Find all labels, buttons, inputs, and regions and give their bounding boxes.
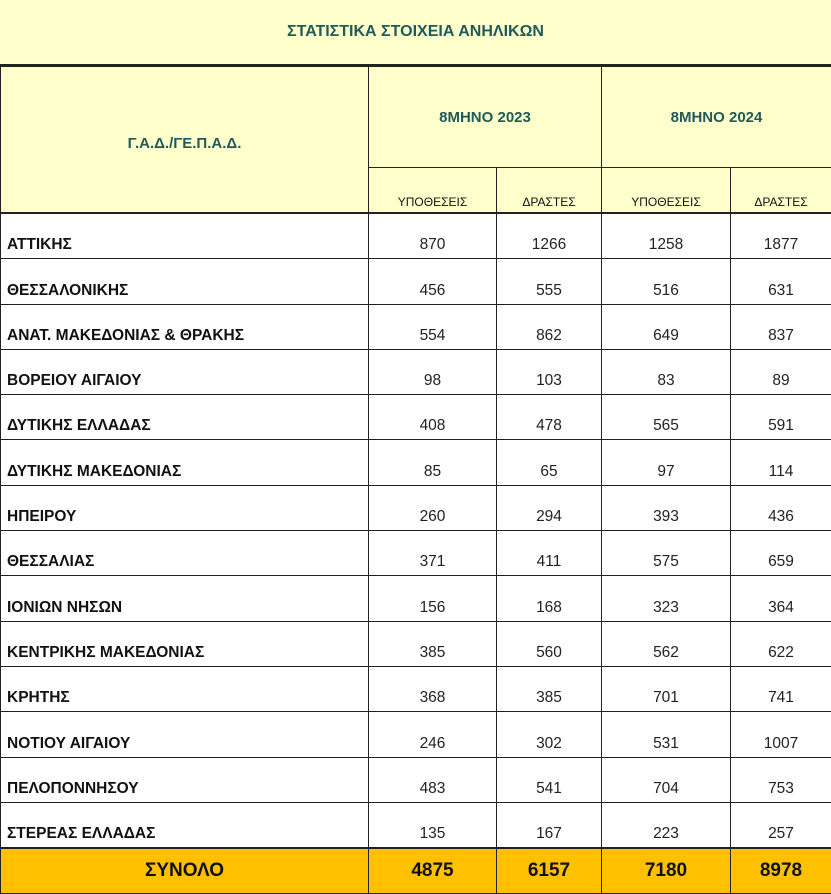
cases-2024-cell: 704 xyxy=(602,757,731,802)
region-name: ΚΕΝΤΡΙΚΗΣ ΜΑΚΕΔΟΝΙΑΣ xyxy=(1,621,369,666)
offenders-2024-cell: 89 xyxy=(731,349,831,394)
cases-2024-cell: 562 xyxy=(602,621,731,666)
cases-2024-cell: 83 xyxy=(602,349,731,394)
region-name: ΑΤΤΙΚΗΣ xyxy=(1,213,369,259)
offenders-2024-cell: 622 xyxy=(731,621,831,666)
offenders-2023-cell: 560 xyxy=(497,621,602,666)
offenders-2024-cell: 257 xyxy=(731,802,831,848)
period-2023-header: 8ΜΗΝΟ 2023 xyxy=(369,67,602,168)
region-name: ΔΥΤΙΚΗΣ ΕΛΛΑΔΑΣ xyxy=(1,395,369,440)
cases-2023-cell: 246 xyxy=(369,712,497,757)
region-name: ΙΟΝΙΩΝ ΝΗΣΩΝ xyxy=(1,576,369,621)
region-name: ΗΠΕΙΡΟΥ xyxy=(1,485,369,530)
cases-2024-cell: 97 xyxy=(602,440,731,485)
offenders-2023-cell: 411 xyxy=(497,531,602,576)
offenders-2024-cell: 741 xyxy=(731,666,831,711)
region-name: ΘΕΣΣΑΛΟΝΙΚΗΣ xyxy=(1,259,369,304)
cases-2024-cell: 1258 xyxy=(602,213,731,259)
offenders-2024-cell: 364 xyxy=(731,576,831,621)
offenders-2023-cell: 385 xyxy=(497,666,602,711)
cases-2023-cell: 260 xyxy=(369,485,497,530)
cases-2023-cell: 371 xyxy=(369,531,497,576)
offenders-2024-cell: 1877 xyxy=(731,213,831,259)
offenders-2024-cell: 1007 xyxy=(731,712,831,757)
offenders-2023-header: ΔΡΑΣΤΕΣ xyxy=(497,168,602,214)
cases-2024-cell: 393 xyxy=(602,485,731,530)
total-cases-2024: 7180 xyxy=(602,848,731,894)
offenders-2023-cell: 167 xyxy=(497,802,602,848)
region-name: ΚΡΗΤΗΣ xyxy=(1,666,369,711)
offenders-2023-cell: 302 xyxy=(497,712,602,757)
total-offenders-2024: 8978 xyxy=(731,848,831,894)
offenders-2024-cell: 114 xyxy=(731,440,831,485)
region-name: ΒΟΡΕΙΟΥ ΑΙΓΑΙΟΥ xyxy=(1,349,369,394)
total-row: ΣΥΝΟΛΟ 4875 6157 7180 8978 xyxy=(1,848,831,894)
region-name: ΔΥΤΙΚΗΣ ΜΑΚΕΔΟΝΙΑΣ xyxy=(1,440,369,485)
offenders-2023-cell: 294 xyxy=(497,485,602,530)
region-name: ΑΝΑΤ. ΜΑΚΕΔΟΝΙΑΣ & ΘΡΑΚΗΣ xyxy=(1,304,369,349)
cases-2024-cell: 516 xyxy=(602,259,731,304)
offenders-2024-cell: 436 xyxy=(731,485,831,530)
offenders-2023-cell: 541 xyxy=(497,757,602,802)
cases-2023-cell: 368 xyxy=(369,666,497,711)
cases-2023-cell: 135 xyxy=(369,802,497,848)
offenders-2024-cell: 631 xyxy=(731,259,831,304)
cases-2023-cell: 456 xyxy=(369,259,497,304)
total-offenders-2023: 6157 xyxy=(497,848,602,894)
total-cases-2023: 4875 xyxy=(369,848,497,894)
offenders-2023-cell: 555 xyxy=(497,259,602,304)
offenders-2023-cell: 862 xyxy=(497,304,602,349)
offenders-2024-cell: 591 xyxy=(731,395,831,440)
cases-2023-header: ΥΠΟΘΕΣΕΙΣ xyxy=(369,168,497,214)
offenders-2024-cell: 837 xyxy=(731,304,831,349)
cases-2023-cell: 870 xyxy=(369,213,497,259)
cases-2024-cell: 649 xyxy=(602,304,731,349)
cases-2023-cell: 85 xyxy=(369,440,497,485)
offenders-2024-header: ΔΡΑΣΤΕΣ xyxy=(731,168,831,214)
region-name: ΘΕΣΣΑΛΙΑΣ xyxy=(1,531,369,576)
region-name: ΠΕΛΟΠΟΝΝΗΣΟΥ xyxy=(1,757,369,802)
cases-2024-cell: 575 xyxy=(602,531,731,576)
cases-2024-header: ΥΠΟΘΕΣΕΙΣ xyxy=(602,168,731,214)
offenders-2023-cell: 478 xyxy=(497,395,602,440)
cases-2024-cell: 701 xyxy=(602,666,731,711)
cases-2023-cell: 385 xyxy=(369,621,497,666)
cases-2024-cell: 531 xyxy=(602,712,731,757)
cases-2023-cell: 408 xyxy=(369,395,497,440)
region-column-header: Γ.Α.Δ./ΓΕ.Π.Α.Δ. xyxy=(1,67,369,214)
cases-2023-cell: 554 xyxy=(369,304,497,349)
offenders-2023-cell: 1266 xyxy=(497,213,602,259)
cases-2024-cell: 223 xyxy=(602,802,731,848)
offenders-2023-cell: 103 xyxy=(497,349,602,394)
offenders-2024-cell: 659 xyxy=(731,531,831,576)
offenders-2023-cell: 168 xyxy=(497,576,602,621)
cases-2023-cell: 98 xyxy=(369,349,497,394)
cases-2024-cell: 565 xyxy=(602,395,731,440)
table-title: ΣΤΑΤΙΣΤΙΚΑ ΣΤΟΙΧΕΙΑ ΑΝΗΛΙΚΩΝ xyxy=(0,0,831,66)
period-2024-header: 8ΜΗΝΟ 2024 xyxy=(602,67,831,168)
cases-2023-cell: 483 xyxy=(369,757,497,802)
offenders-2024-cell: 753 xyxy=(731,757,831,802)
total-label: ΣΥΝΟΛΟ xyxy=(1,848,369,894)
offenders-2023-cell: 65 xyxy=(497,440,602,485)
cases-2024-cell: 323 xyxy=(602,576,731,621)
region-name: ΣΤΕΡΕΑΣ ΕΛΛΑΔΑΣ xyxy=(1,802,369,848)
region-name: ΝΟΤΙΟΥ ΑΙΓΑΙΟΥ xyxy=(1,712,369,757)
cases-2023-cell: 156 xyxy=(369,576,497,621)
statistics-table: Γ.Α.Δ./ΓΕ.Π.Α.Δ. 8ΜΗΝΟ 2023 8ΜΗΝΟ 2024 Υ… xyxy=(0,66,831,894)
